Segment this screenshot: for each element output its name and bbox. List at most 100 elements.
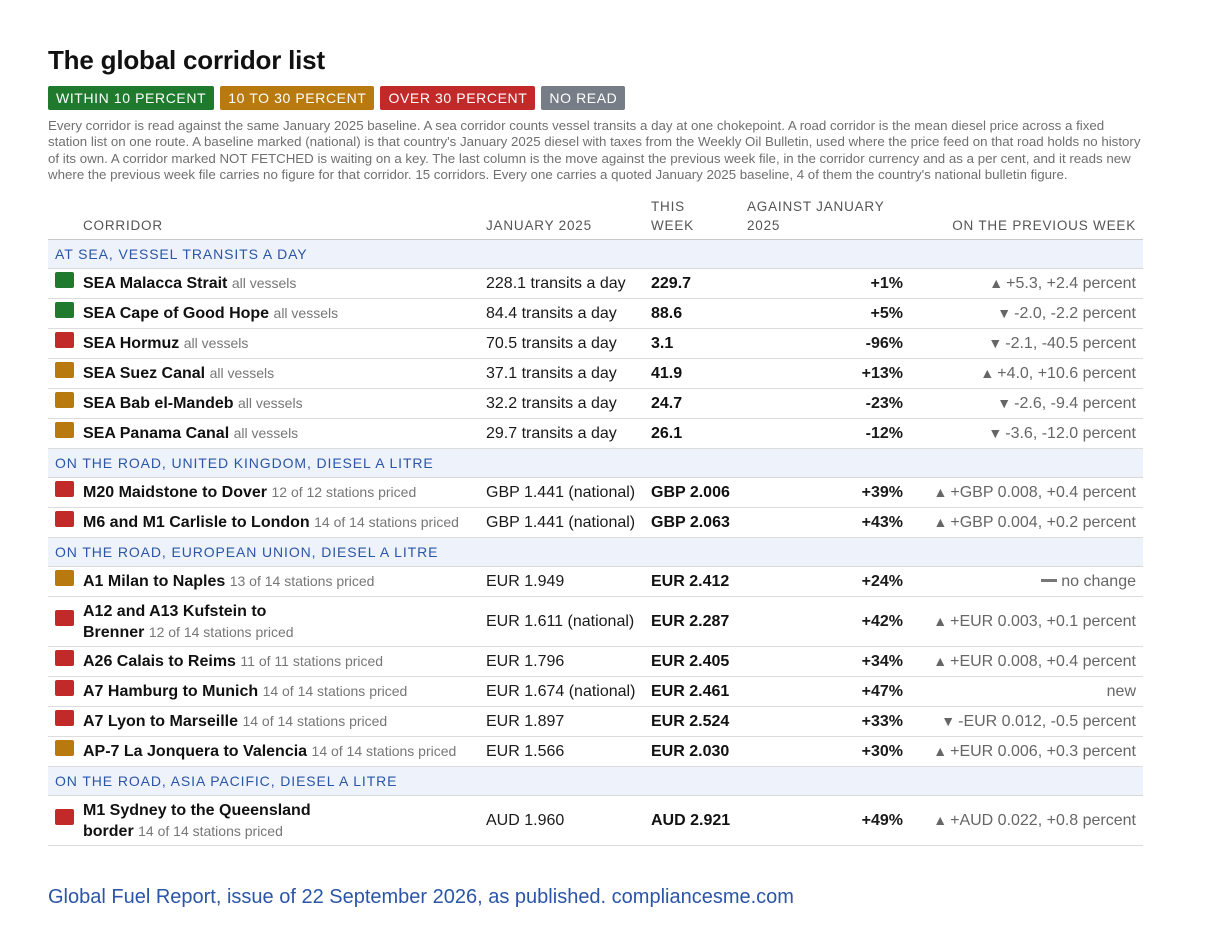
corridor-name-wrap: SEA Malacca Strait all vessels bbox=[83, 273, 486, 294]
previous-week-value: +GBP 0.004, +0.2 percent bbox=[950, 513, 1136, 531]
legend-chip: OVER 30 PERCENT bbox=[380, 86, 536, 110]
corridor-name-wrap: A7 Hamburg to Munich 14 of 14 stations p… bbox=[83, 681, 486, 702]
corridor-detail: 14 of 14 stations priced bbox=[138, 822, 283, 839]
table-body: AT SEA, VESSEL TRANSITS A DAY SEA Malacca… bbox=[48, 239, 1143, 847]
corridor-name: SEA Cape of Good Hope bbox=[83, 305, 270, 323]
triangle-down-icon: ▼ bbox=[988, 334, 1003, 351]
corridor-name: SEA Hormuz bbox=[83, 335, 180, 353]
legend-chip: 10 TO 30 PERCENT bbox=[220, 86, 375, 110]
corridor-name-wrap: SEA Suez Canal all vessels bbox=[83, 363, 486, 384]
header-against-line2: 2025 bbox=[747, 218, 781, 234]
previous-week-value: +EUR 0.008, +0.4 percent bbox=[950, 652, 1136, 670]
status-cell bbox=[48, 736, 83, 768]
table-row: A7 Hamburg to Munich 14 of 14 stations p… bbox=[48, 676, 1143, 708]
corridor-detail: all vessels bbox=[238, 395, 303, 412]
table-row: AP-7 La Jonquera to Valencia 14 of 14 st… bbox=[48, 736, 1143, 768]
corridor-name: M6 and M1 Carlisle to London bbox=[83, 514, 310, 532]
group-header-row: ON THE ROAD, EUROPEAN UNION, DIESEL A LI… bbox=[48, 537, 1143, 568]
table-row: SEA Bab el-Mandeb all vessels 32.2 transi… bbox=[48, 388, 1143, 420]
group-label: ON THE ROAD, UNITED KINGDOM, DIESEL A LI… bbox=[48, 448, 1143, 479]
status-swatch bbox=[55, 362, 74, 379]
corridor-cell: SEA Panama Canal all vessels bbox=[83, 418, 486, 450]
header-against-line1: AGAINST JANUARY bbox=[747, 199, 885, 215]
baseline-value: 228.1 transits a day bbox=[486, 268, 651, 300]
corridor-name-wrap: A12 and A13 Kufstein to Brenner 12 of 14… bbox=[83, 601, 323, 643]
this-week-value: GBP 2.063 bbox=[651, 507, 747, 539]
baseline-value: EUR 1.674 (national) bbox=[486, 676, 651, 708]
status-swatch bbox=[55, 272, 74, 289]
corridor-name-wrap: A26 Calais to Reims 11 of 11 stations pr… bbox=[83, 651, 486, 672]
previous-week-value: no change bbox=[1061, 572, 1136, 590]
corridor-detail: 12 of 12 stations priced bbox=[271, 484, 417, 501]
corridor-cell: SEA Hormuz all vessels bbox=[83, 328, 486, 360]
baseline-value: EUR 1.566 bbox=[486, 736, 651, 768]
corridor-name: A1 Milan to Naples bbox=[83, 573, 226, 591]
status-cell bbox=[48, 298, 83, 330]
corridor-name: A7 Hamburg to Munich bbox=[83, 683, 259, 701]
previous-week-cell: ▲ +4.0, +10.6 percent bbox=[911, 358, 1143, 390]
table-row: M20 Maidstone to Dover 12 of 12 stations… bbox=[48, 477, 1143, 509]
corridor-cell: M6 and M1 Carlisle to London 14 of 14 st… bbox=[83, 507, 486, 539]
status-swatch bbox=[55, 740, 74, 757]
corridor-name: SEA Bab el-Mandeb bbox=[83, 395, 234, 413]
status-legend: WITHIN 10 PERCENT 10 TO 30 PERCENT OVER 30… bbox=[48, 86, 1143, 110]
baseline-value: EUR 1.796 bbox=[486, 646, 651, 678]
corridor-name: M20 Maidstone to Dover bbox=[83, 484, 268, 502]
status-cell bbox=[48, 388, 83, 420]
header-swatch bbox=[48, 197, 83, 240]
footer-source[interactable]: Global Fuel Report, issue of 22 Septembe… bbox=[48, 886, 794, 908]
corridor-cell: A7 Lyon to Marseille 14 of 14 stations p… bbox=[83, 706, 486, 738]
baseline-value: GBP 1.441 (national) bbox=[486, 477, 651, 509]
against-baseline-value: +42% bbox=[747, 596, 911, 648]
previous-week-value: +GBP 0.008, +0.4 percent bbox=[950, 483, 1136, 501]
baseline-value: AUD 1.960 bbox=[486, 795, 651, 847]
group-label: AT SEA, VESSEL TRANSITS A DAY bbox=[48, 239, 1143, 270]
table-row: M6 and M1 Carlisle to London 14 of 14 st… bbox=[48, 507, 1143, 539]
triangle-down-icon: ▼ bbox=[997, 394, 1012, 411]
triangle-down-icon: ▼ bbox=[941, 712, 956, 729]
corridor-detail: 14 of 14 stations priced bbox=[314, 514, 459, 531]
table-row: A12 and A13 Kufstein to Brenner 12 of 14… bbox=[48, 596, 1143, 648]
corridor-detail: 12 of 14 stations priced bbox=[148, 623, 294, 640]
previous-week-cell: new bbox=[911, 676, 1143, 708]
group-header-row: AT SEA, VESSEL TRANSITS A DAY bbox=[48, 239, 1143, 270]
status-cell bbox=[48, 566, 83, 598]
triangle-up-icon: ▲ bbox=[933, 612, 948, 629]
previous-week-value: +4.0, +10.6 percent bbox=[997, 364, 1136, 382]
previous-week-cell: ▼ -EUR 0.012, -0.5 percent bbox=[911, 706, 1143, 738]
against-baseline-value: +1% bbox=[747, 268, 911, 300]
page: The global corridor list WITHIN 10 PERCE… bbox=[48, 44, 1143, 847]
status-cell bbox=[48, 328, 83, 360]
previous-week-value: +5.3, +2.4 percent bbox=[1006, 274, 1136, 292]
status-cell bbox=[48, 268, 83, 300]
group-label: ON THE ROAD, EUROPEAN UNION, DIESEL A LI… bbox=[48, 537, 1143, 568]
previous-week-cell: no change bbox=[911, 566, 1143, 598]
status-swatch bbox=[55, 392, 74, 409]
table-header-row: CORRIDOR JANUARY 2025 THIS WEEK AGAINST J… bbox=[48, 197, 1143, 240]
previous-week-cell: ▲ +EUR 0.006, +0.3 percent bbox=[911, 736, 1143, 768]
status-swatch bbox=[55, 809, 74, 826]
against-baseline-value: -12% bbox=[747, 418, 911, 450]
corridor-name: M1 Sydney to the Queensland border bbox=[83, 801, 311, 840]
corridor-cell: SEA Suez Canal all vessels bbox=[83, 358, 486, 390]
previous-week-value: +EUR 0.003, +0.1 percent bbox=[950, 612, 1136, 630]
corridor-cell: AP-7 La Jonquera to Valencia 14 of 14 st… bbox=[83, 736, 486, 768]
baseline-value: EUR 1.611 (national) bbox=[486, 596, 651, 648]
corridor-detail: all vessels bbox=[183, 335, 249, 352]
previous-week-value: new bbox=[1106, 682, 1136, 700]
against-baseline-value: +34% bbox=[747, 646, 911, 678]
corridor-name: A26 Calais to Reims bbox=[83, 653, 236, 671]
corridor-name: A7 Lyon to Marseille bbox=[83, 713, 238, 731]
previous-week-cell: ▼ -2.6, -9.4 percent bbox=[911, 388, 1143, 420]
this-week-value: 41.9 bbox=[651, 358, 747, 390]
baseline-value: 70.5 transits a day bbox=[486, 328, 651, 360]
baseline-value: 84.4 transits a day bbox=[486, 298, 651, 330]
this-week-value: 24.7 bbox=[651, 388, 747, 420]
this-week-value: 88.6 bbox=[651, 298, 747, 330]
corridor-name: SEA Panama Canal bbox=[83, 425, 230, 443]
corridor-detail: all vessels bbox=[273, 305, 339, 322]
previous-week-cell: ▲ +EUR 0.003, +0.1 percent bbox=[911, 596, 1143, 648]
baseline-value: 37.1 transits a day bbox=[486, 358, 651, 390]
against-baseline-value: -23% bbox=[747, 388, 911, 420]
triangle-up-icon: ▲ bbox=[980, 364, 995, 381]
